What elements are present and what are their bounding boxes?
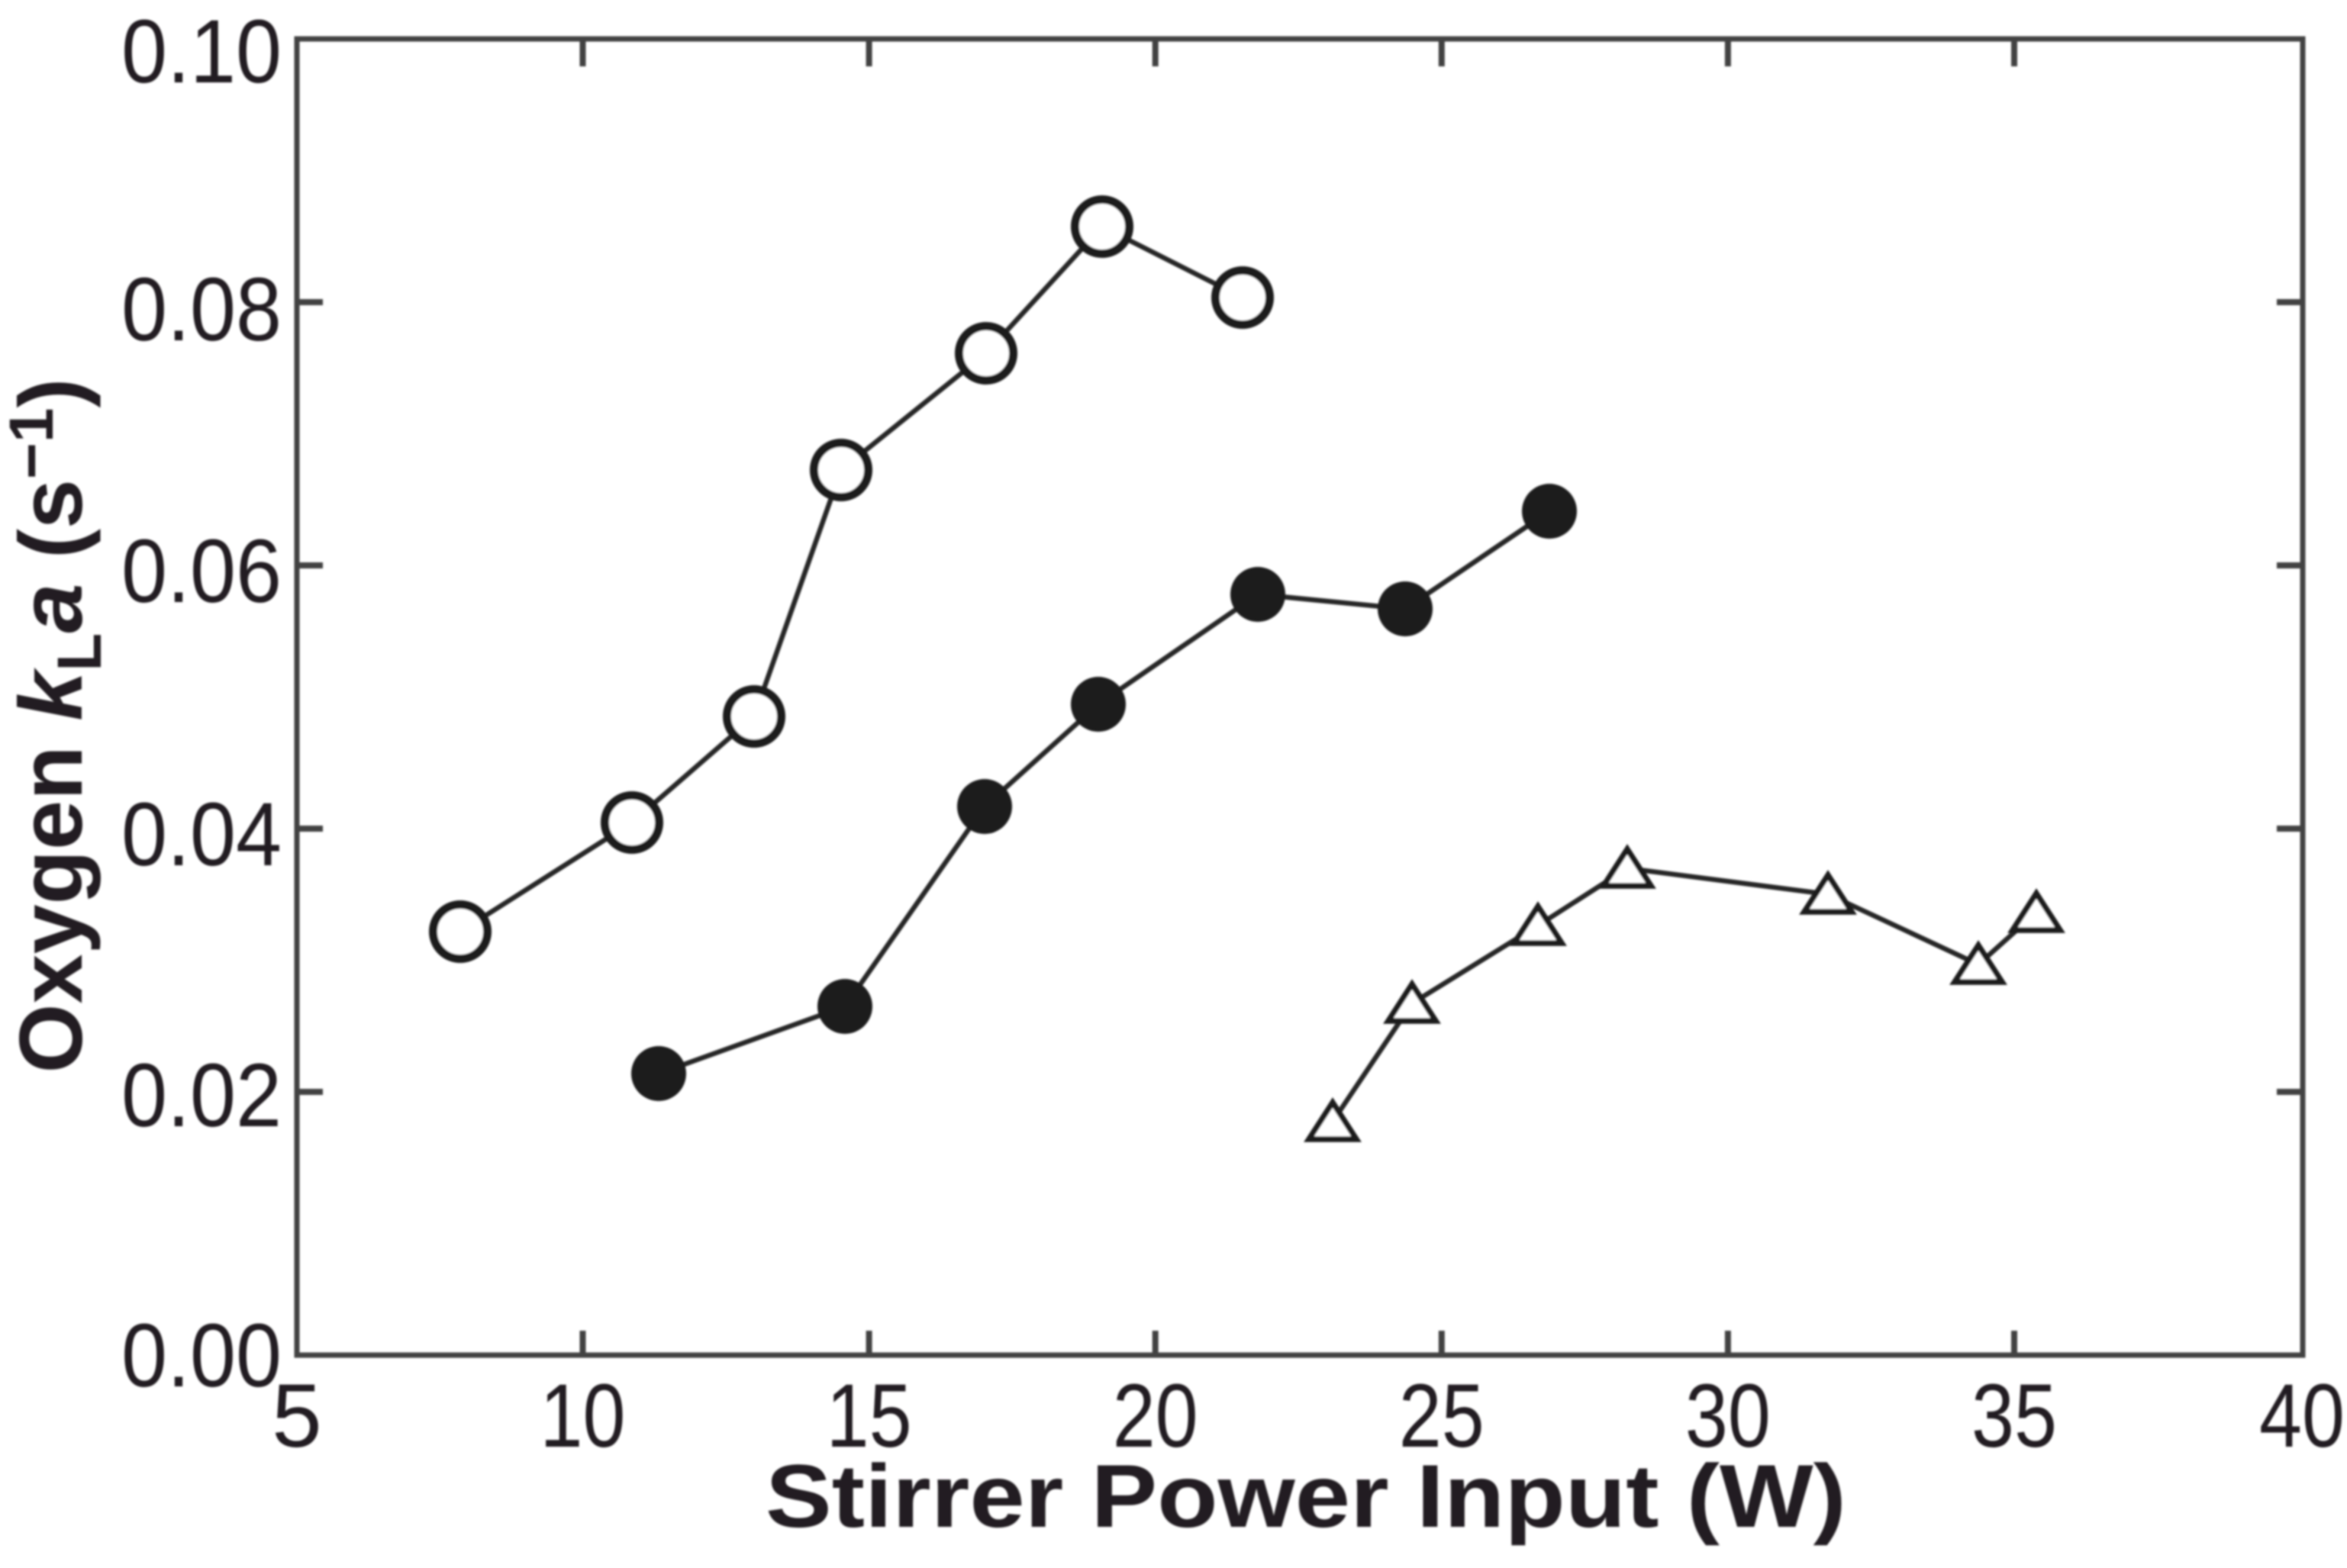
svg-text:20: 20 [1113, 1366, 1198, 1467]
svg-text:25: 25 [1399, 1366, 1485, 1467]
svg-text:40: 40 [2259, 1366, 2345, 1467]
svg-text:5: 5 [272, 1366, 322, 1467]
svg-text:0.10: 0.10 [121, 2, 282, 102]
svg-text:0.00: 0.00 [121, 1306, 282, 1406]
svg-text:35: 35 [1971, 1366, 2057, 1467]
svg-text:0.02: 0.02 [121, 1045, 282, 1146]
svg-text:0.04: 0.04 [121, 784, 282, 885]
svg-text:15: 15 [827, 1366, 912, 1467]
svg-text:0.06: 0.06 [121, 521, 282, 622]
svg-text:10: 10 [540, 1366, 626, 1467]
svg-text:0.08: 0.08 [121, 259, 282, 360]
svg-text:30: 30 [1685, 1366, 1771, 1467]
svg-text:Stirrer Power Input (W): Stirrer Power Input (W) [766, 1446, 1846, 1546]
svg-text:Oxygen kLa (s−1): Oxygen kLa (s−1) [0, 378, 114, 1074]
